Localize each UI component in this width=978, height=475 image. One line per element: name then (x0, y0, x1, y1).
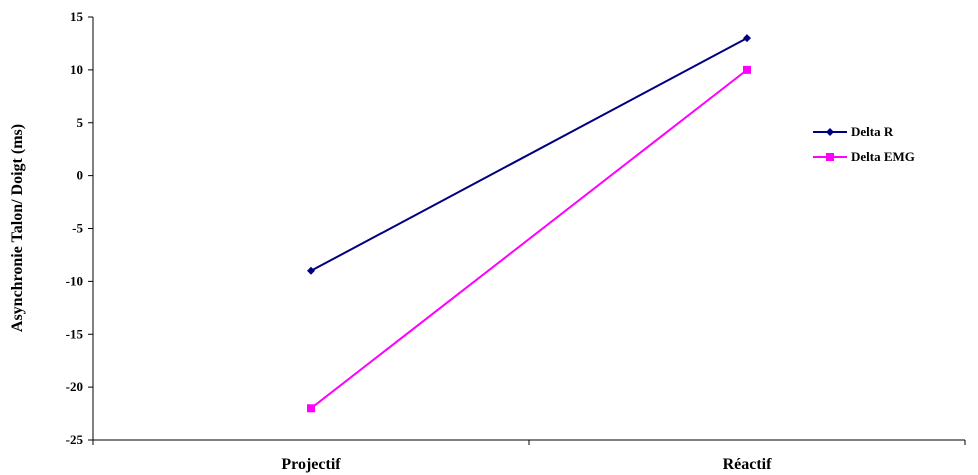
data-point (743, 65, 751, 74)
y-tick-label: -15 (66, 326, 84, 341)
y-ticks: 15 10 5 0 -5 -10 -15 -20 -25 (66, 9, 93, 447)
y-tick-label: 10 (70, 62, 83, 77)
series-line (310, 69, 748, 410)
legend: Delta R Delta EMG (813, 124, 915, 164)
series-layer (307, 34, 751, 413)
legend-marker (826, 153, 834, 161)
data-point (307, 266, 315, 275)
data-point (307, 404, 315, 413)
y-tick-label: 15 (70, 9, 84, 24)
y-tick-label: -20 (66, 379, 83, 394)
series-line (310, 37, 748, 272)
legend-item: Delta R (813, 124, 894, 139)
y-tick-label: -5 (72, 221, 83, 236)
axes (92, 17, 965, 441)
legend-item: Delta EMG (813, 149, 915, 164)
y-tick-label: 0 (77, 168, 84, 183)
x-category-label: Réactif (723, 456, 773, 473)
x-category-label: Projectif (281, 456, 341, 473)
y-tick-label: -10 (66, 273, 83, 288)
legend-marker (826, 128, 834, 136)
x-ticks: Projectif Réactif (92, 440, 966, 473)
y-axis-title: Asynchronie Talon/ Doigt (ms) (9, 124, 26, 332)
y-tick-label: -25 (66, 432, 84, 447)
data-point (743, 34, 751, 43)
series-delta-emg (307, 65, 751, 413)
legend-label: Delta R (851, 124, 894, 139)
legend-label: Delta EMG (851, 149, 915, 164)
series-delta-r (307, 34, 751, 275)
y-tick-label: 5 (77, 115, 84, 130)
